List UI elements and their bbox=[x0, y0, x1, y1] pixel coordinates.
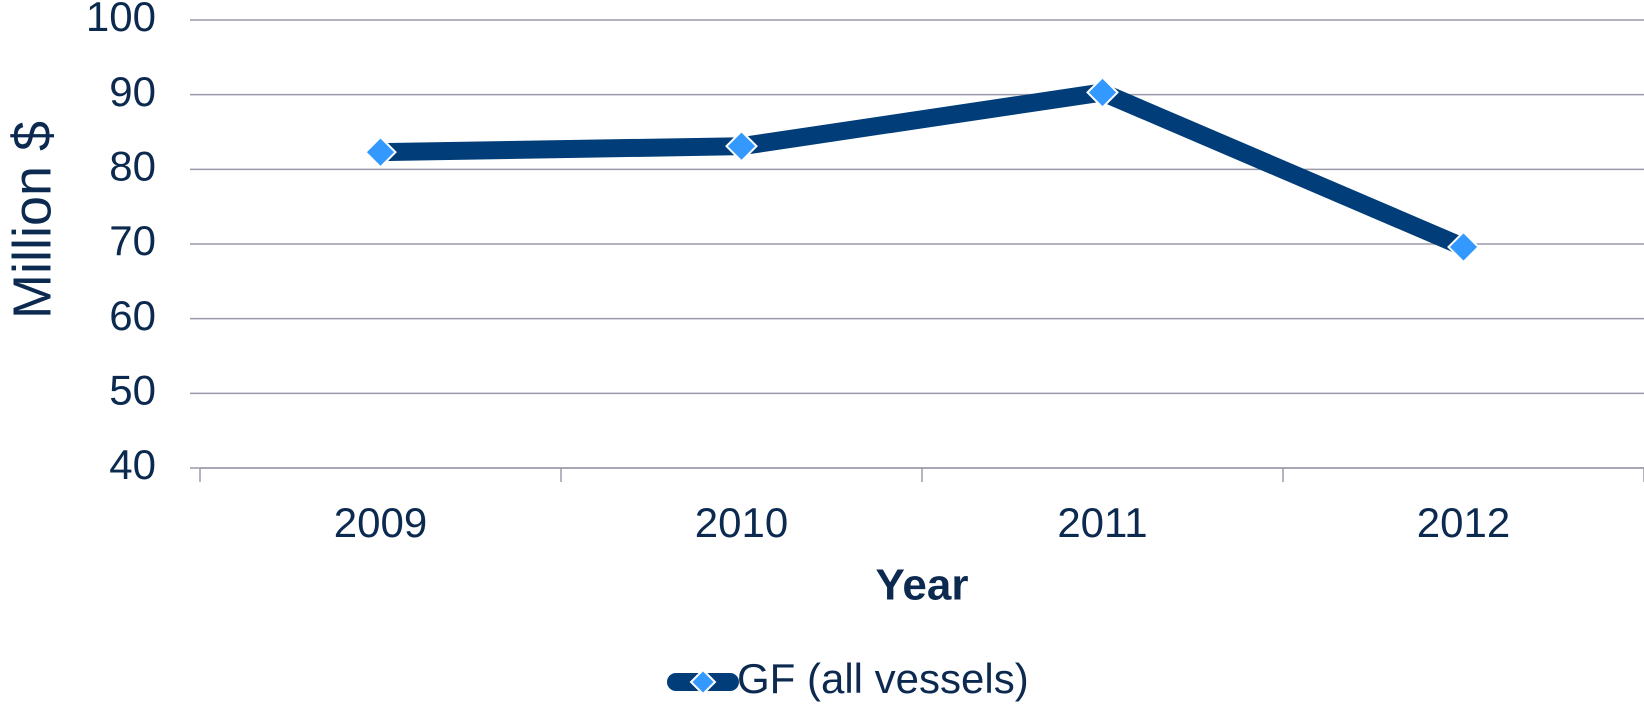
y-tick-label: 70 bbox=[109, 217, 156, 264]
y-tick-label: 100 bbox=[86, 0, 156, 40]
y-axis-title: Million $ bbox=[2, 121, 62, 319]
data-point bbox=[1086, 76, 1119, 109]
legend-marker bbox=[689, 668, 717, 696]
y-tick-label: 40 bbox=[109, 441, 156, 488]
x-tick-label: 2011 bbox=[1057, 499, 1147, 546]
legend-label: GF (all vessels) bbox=[737, 655, 1029, 702]
x-tick-label: 2010 bbox=[695, 499, 788, 546]
y-tick-label: 60 bbox=[109, 292, 156, 339]
x-axis-title: Year bbox=[876, 561, 969, 610]
data-point bbox=[725, 129, 758, 163]
y-tick-label: 50 bbox=[109, 366, 156, 413]
data-point bbox=[364, 135, 397, 169]
y-tick-label: 90 bbox=[109, 68, 156, 115]
series-line bbox=[371, 83, 1473, 256]
data-point bbox=[1447, 230, 1480, 264]
x-tick-label: 2012 bbox=[1417, 499, 1510, 546]
x-tick-label: 2009 bbox=[334, 499, 427, 546]
y-tick-label: 80 bbox=[109, 142, 156, 189]
